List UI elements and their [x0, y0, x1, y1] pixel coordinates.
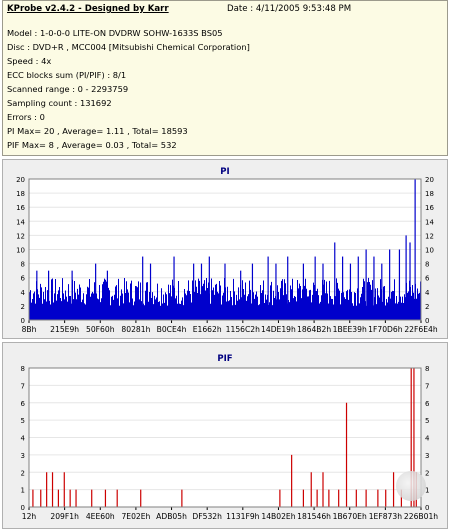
y-tick-label-left: 8: [21, 261, 25, 269]
pif-summary-line: PIF Max= 8 , Average= 0.03 , Total= 532: [7, 140, 177, 150]
y-tick-label-right: 8: [425, 365, 429, 373]
x-tick-label: 1131F9h: [226, 512, 260, 521]
watermark-logo-icon: [396, 471, 426, 501]
y-tick-label-left: 0: [21, 504, 25, 512]
y-tick-label-right: 10: [425, 247, 434, 255]
pi-chart: PI 0 0 2 2 4 4 6 6 8 8 10 10 12 12 14 14 16 16 18 18 20 20 8Bh 2…: [16, 167, 438, 334]
y-tick-label-right: 12: [425, 232, 434, 240]
y-tick-label-left: 5: [21, 417, 25, 425]
plot-border: [28, 367, 422, 508]
y-tick-label-left: 6: [21, 400, 26, 408]
x-tick-label: 226B01h: [404, 512, 438, 521]
x-tick-label: 209F1h: [50, 512, 79, 521]
pif-chart: PIF 0 0 1 1 2 2 3 3 4 4 5 5 6 6 7 7 8 8 12h 209F1h 4EE60h 7E02…: [21, 354, 439, 521]
sampling-line: Sampling count : 131692: [7, 98, 112, 108]
x-tick-label: 12h: [22, 512, 37, 521]
x-tick-label: 4EE60h: [86, 512, 115, 521]
scan-date: Date : 4/11/2005 9:53:48 PM: [227, 4, 352, 14]
pif-chart-panel: PIF 0 0 1 1 2 2 3 3 4 4 5 5 6 6 7 7 8 8 12h 209F1h 4EE60h 7E02…: [2, 342, 448, 529]
info-panel: KProbe v2.4.2 - Designed by Karr Date : …: [2, 0, 448, 156]
y-tick-label-left: 0: [21, 317, 25, 325]
x-tick-label: 1BEE39h: [333, 325, 367, 334]
y-tick-label-left: 8: [21, 365, 25, 373]
x-tick-label: DF532h: [192, 512, 222, 521]
x-tick-label: 14B02Eh: [261, 512, 295, 521]
y-tick-label-left: 2: [21, 469, 25, 477]
y-tick-label-left: 3: [21, 452, 25, 460]
x-tick-label: ADB05h: [156, 512, 187, 521]
chart-title: PIF: [217, 354, 232, 364]
model-line: Model : 1-0-0-0 LITE-ON DVDRW SOHW-1633S…: [7, 28, 223, 38]
y-tick-label-right: 1: [425, 487, 429, 495]
y-tick-label-right: 7: [425, 382, 429, 390]
x-tick-label: 1F70D6h: [368, 325, 403, 334]
x-tick-label: E1662h: [193, 325, 222, 334]
pi-summary-line: PI Max= 20 , Average= 1.11 , Total= 1859…: [7, 126, 188, 136]
y-tick-label-right: 4: [425, 435, 430, 443]
x-tick-label: 22F6E4h: [404, 325, 437, 334]
pi-chart-panel: PI 0 0 2 2 4 4 6 6 8 8 10 10 12 12 14 14 16 16 18 18 20 20 8Bh 2…: [2, 159, 448, 339]
errors-line: Errors : 0: [7, 112, 45, 122]
x-tick-label: 1864B2h: [297, 325, 331, 334]
y-tick-label-right: 4: [425, 289, 430, 297]
y-tick-label-left: 14: [16, 218, 25, 226]
y-tick-label-left: 10: [16, 247, 25, 255]
x-tick-label: 1156C2h: [226, 325, 260, 334]
y-tick-label-left: 4: [21, 435, 26, 443]
y-tick-label-left: 4: [21, 289, 26, 297]
x-tick-label: 80281h: [121, 325, 150, 334]
x-tick-label: 1EF873h: [369, 512, 402, 521]
x-tick-label: 8Bh: [22, 325, 37, 334]
x-tick-label: 1B670Eh: [333, 512, 367, 521]
y-tick-label-right: 2: [425, 303, 429, 311]
y-tick-label-right: 6: [425, 275, 430, 283]
disc-line: Disc : DVD+R , MCC004 [Mitsubishi Chemic…: [7, 42, 250, 52]
y-tick-label-right: 18: [425, 190, 434, 198]
y-tick-label-right: 14: [425, 218, 434, 226]
x-tick-label: 14DE19h: [261, 325, 296, 334]
y-tick-label-right: 6: [425, 400, 430, 408]
y-tick-label-left: 16: [16, 204, 25, 212]
y-tick-label-right: 3: [425, 452, 429, 460]
y-tick-label-right: 16: [425, 204, 434, 212]
y-tick-label-left: 7: [21, 382, 25, 390]
plot-border: [28, 178, 422, 321]
y-tick-label-left: 18: [16, 190, 25, 198]
range-line: Scanned range : 0 - 2293759: [7, 84, 129, 94]
chart-title: PI: [220, 167, 229, 177]
speed-line: Speed : 4x: [7, 56, 52, 66]
x-tick-label: 50F60h: [86, 325, 115, 334]
y-tick-label-right: 0: [425, 317, 429, 325]
app-title: KProbe v2.4.2 - Designed by Karr: [7, 4, 169, 14]
y-tick-label-left: 1: [21, 487, 25, 495]
x-tick-label: 181546h: [297, 512, 331, 521]
y-tick-label-left: 6: [21, 275, 26, 283]
ecc-line: ECC blocks sum (PI/PIF) : 8/1: [7, 70, 127, 80]
y-tick-label-right: 0: [425, 504, 429, 512]
y-tick-label-left: 12: [16, 232, 25, 240]
x-tick-label: 7E02Eh: [121, 512, 150, 521]
x-tick-label: B0CE4h: [157, 325, 187, 334]
y-tick-label-left: 20: [16, 176, 25, 184]
y-tick-label-left: 2: [21, 303, 25, 311]
y-tick-label-right: 5: [425, 417, 429, 425]
y-tick-label-right: 8: [425, 261, 429, 269]
y-tick-label-right: 2: [425, 469, 429, 477]
y-tick-label-right: 20: [425, 176, 434, 184]
x-tick-label: 215E9h: [50, 325, 79, 334]
